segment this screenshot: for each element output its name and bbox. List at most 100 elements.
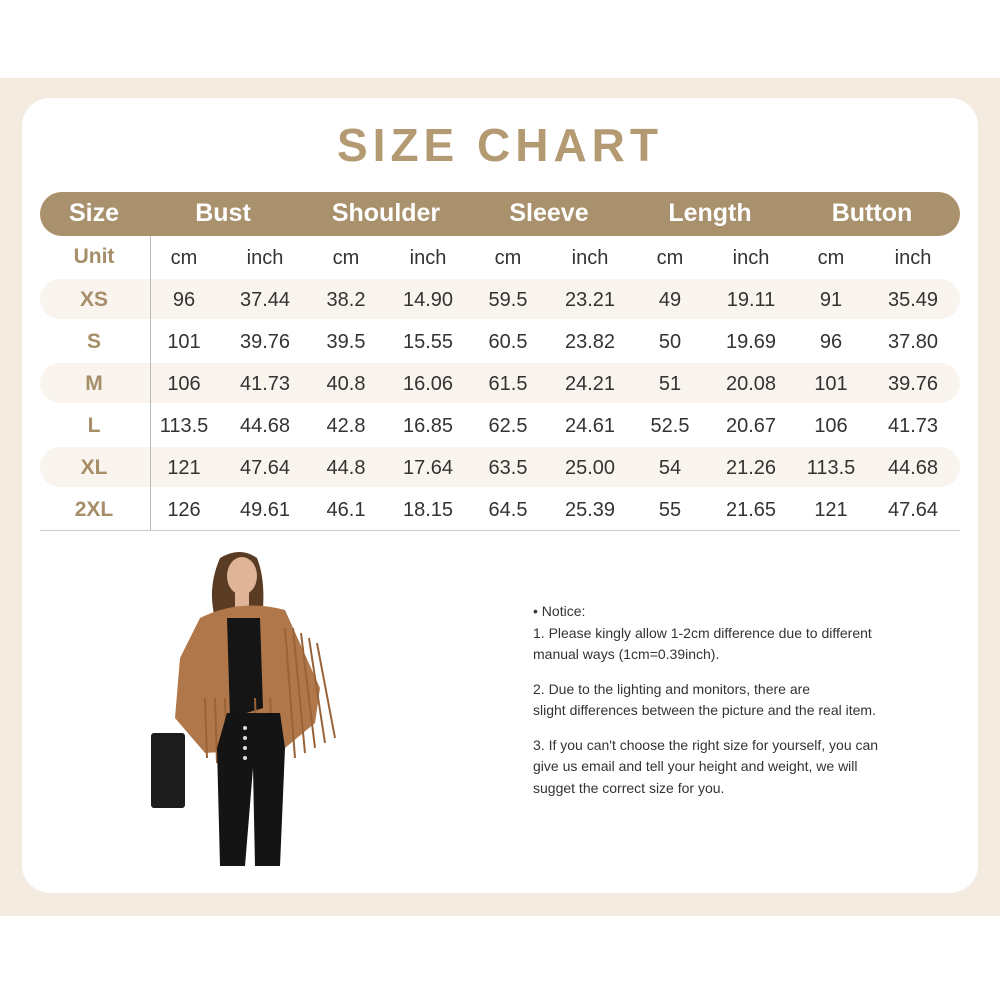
notice-line: 1. Please kingly allow 1-2cm difference … <box>533 624 872 641</box>
table-cell: 44.68 <box>239 415 291 437</box>
table-cell: 25.00 <box>564 457 616 479</box>
notice-line: 3. If you can't choose the right size fo… <box>533 736 879 753</box>
table-cell: 47.64 <box>887 499 939 521</box>
header-size: Size <box>68 199 120 227</box>
table-cell: 23.21 <box>564 289 616 311</box>
unit-cell: cm <box>494 247 522 269</box>
table-cell: 64.5 <box>488 499 528 521</box>
table-cell: 63.5 <box>488 457 528 479</box>
table-cell: 19.11 <box>726 289 776 311</box>
table-cell: 101 <box>167 331 201 353</box>
table-cell: 24.21 <box>564 373 616 395</box>
table-cell: 21.26 <box>725 457 777 479</box>
table-cell: 52.5 <box>650 415 690 437</box>
table-cell: 91 <box>819 289 843 311</box>
table-cell: 39.5 <box>326 331 366 353</box>
size-label: M <box>85 372 103 395</box>
table-cell: 60.5 <box>488 331 528 353</box>
size-label: 2XL <box>74 498 114 521</box>
table-cell: 37.44 <box>239 289 291 311</box>
table-cell: 126 <box>167 499 201 521</box>
header-shoulder: Shoulder <box>331 199 441 227</box>
table-cell: 49 <box>658 289 682 311</box>
unit-cell: cm <box>332 247 360 269</box>
table-cell: 40.8 <box>326 373 366 395</box>
table-cell: 49.61 <box>239 499 291 521</box>
table-row <box>40 447 960 487</box>
model-jacket-photo <box>151 552 336 866</box>
notice-item: 1. Please kingly allow 1-2cm difference … <box>533 623 953 666</box>
table-cell: 20.08 <box>725 373 777 395</box>
unit-cell: inch <box>894 247 932 269</box>
unit-cell: inch <box>409 247 447 269</box>
header-button: Button <box>831 199 913 227</box>
table-cell: 47.64 <box>239 457 291 479</box>
column-divider <box>150 236 151 530</box>
table-cell: 51 <box>658 373 682 395</box>
table-cell: 113.5 <box>806 457 856 479</box>
unit-cell: inch <box>246 247 284 269</box>
table-cell: 23.82 <box>564 331 616 353</box>
table-cell: 62.5 <box>488 415 528 437</box>
table-bottom-line <box>40 530 960 531</box>
table-cell: 44.68 <box>887 457 939 479</box>
unit-cell: cm <box>170 247 198 269</box>
table-cell: 35.49 <box>887 289 939 311</box>
table-cell: 121 <box>167 457 201 479</box>
header-bust: Bust <box>195 199 251 227</box>
table-cell: 21.65 <box>725 499 777 521</box>
table-cell: 101 <box>814 373 848 395</box>
size-label: XL <box>80 456 108 479</box>
notice-line: sugget the correct size for you. <box>533 779 725 796</box>
table-row <box>40 363 960 403</box>
table-cell: 59.5 <box>488 289 528 311</box>
table-cell: 24.61 <box>564 415 616 437</box>
table-header-bar <box>40 192 960 236</box>
table-cell: 14.90 <box>402 289 454 311</box>
unit-cell: inch <box>571 247 609 269</box>
size-label: XS <box>79 288 109 311</box>
notice-line: give us email and tell your height and w… <box>533 758 858 774</box>
table-cell: 121 <box>814 499 848 521</box>
size-label: L <box>87 414 101 437</box>
page-title: SIZE CHART <box>337 119 663 171</box>
table-cell: 41.73 <box>887 415 939 437</box>
table-cell: 106 <box>167 373 201 395</box>
table-cell: 54 <box>658 457 682 479</box>
notice-item: 3. If you can't choose the right size fo… <box>533 735 953 800</box>
table-cell: 46.1 <box>326 499 366 521</box>
table-cell: 44.8 <box>326 457 366 479</box>
table-cell: 37.80 <box>887 331 939 353</box>
unit-cell: inch <box>732 247 770 269</box>
table-cell: 113.5 <box>159 415 209 437</box>
table-cell: 96 <box>819 331 843 353</box>
notice-heading: • Notice: <box>533 603 586 619</box>
table-cell: 41.73 <box>239 373 291 395</box>
unit-cell: cm <box>817 247 845 269</box>
table-cell: 96 <box>172 289 196 311</box>
table-cell: 39.76 <box>887 373 939 395</box>
header-sleeve: Sleeve <box>509 199 589 227</box>
table-cell: 20.67 <box>725 415 777 437</box>
table-row <box>40 279 960 319</box>
table-cell: 42.8 <box>326 415 366 437</box>
header-length: Length <box>668 199 752 227</box>
table-cell: 39.76 <box>239 331 291 353</box>
notice-section: • Notice: 1. Please kingly allow 1-2cm d… <box>533 601 953 812</box>
table-cell: 50 <box>658 331 682 353</box>
table-cell: 17.64 <box>402 457 454 479</box>
notice-line: slight differences between the picture a… <box>533 702 876 718</box>
table-cell: 106 <box>814 415 848 437</box>
table-cell: 38.2 <box>326 289 366 311</box>
table-cell: 55 <box>658 499 682 521</box>
table-cell: 15.55 <box>402 331 454 353</box>
notice-line: 2. Due to the lighting and monitors, the… <box>533 680 811 697</box>
notice-item: 2. Due to the lighting and monitors, the… <box>533 679 953 722</box>
table-cell: 16.06 <box>402 373 454 395</box>
table-cell: 25.39 <box>564 499 616 521</box>
table-cell: 18.15 <box>402 499 454 521</box>
table-cell: 61.5 <box>488 373 528 395</box>
unit-label: Unit <box>73 245 115 268</box>
table-cell: 19.69 <box>725 331 777 353</box>
notice-line: manual ways (1cm=0.39inch). <box>533 646 720 662</box>
